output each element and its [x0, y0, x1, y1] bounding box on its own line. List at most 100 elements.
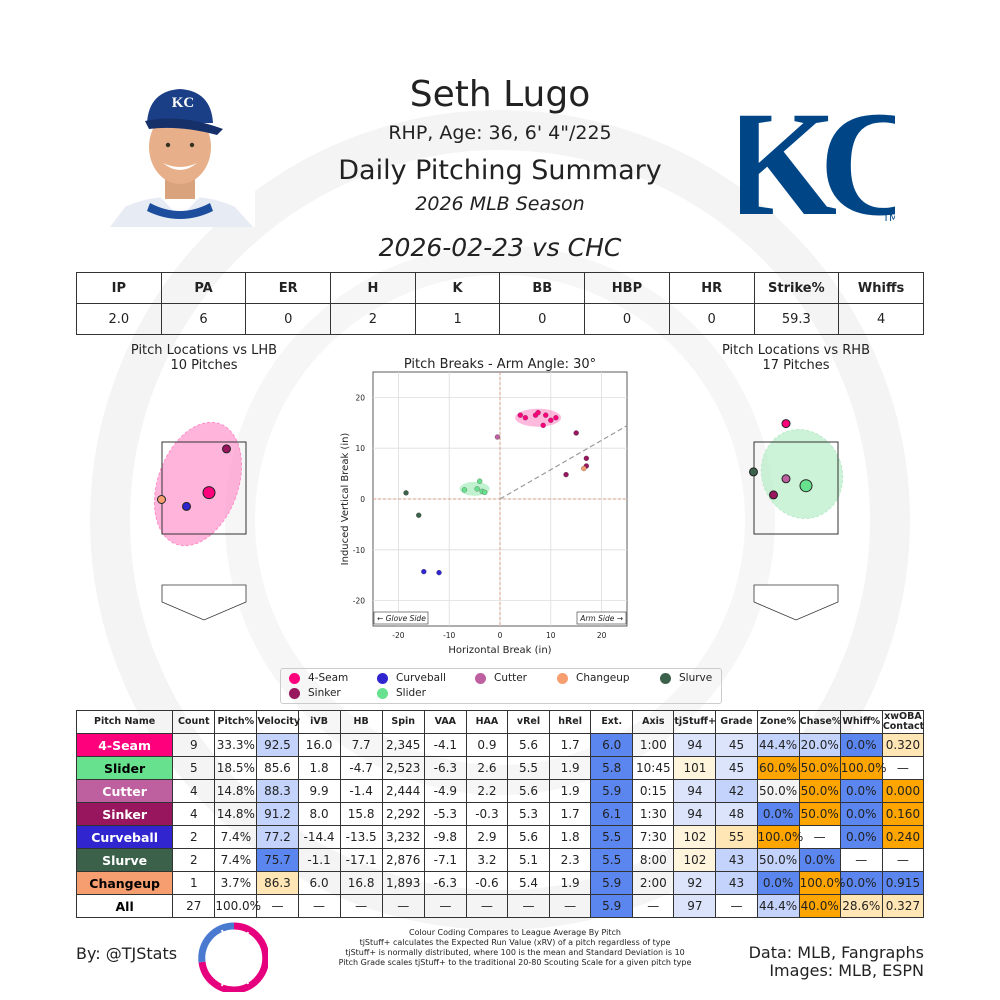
pitch-metric-cell: 88.3: [256, 779, 299, 803]
box-value: 0: [584, 303, 670, 335]
pitch-metric-cell: 50.0%: [756, 779, 800, 803]
pitch-name-cell: All: [75, 894, 174, 918]
pitch-metric-cell: 2.6: [465, 756, 508, 780]
pitch-metric-cell: 85.6: [256, 756, 299, 780]
pitch-metric-cell: 100.0%: [214, 894, 261, 918]
location-point-4seam: [781, 419, 791, 429]
pitch-metric-cell: 20.0%: [798, 733, 841, 757]
pitch-metric-cell: -7.1: [423, 848, 467, 872]
pitch-metric-cell: 7.4%: [214, 848, 258, 872]
pitch-table-header: Velocity: [256, 710, 300, 734]
legend-item-4seam: 4-Seam: [289, 672, 348, 684]
pitch-metric-cell: 50.0%: [798, 756, 841, 780]
box-score-table: IP PA ER H K BB HBP HR Strike% Whiffs 2.…: [76, 272, 924, 335]
pitch-metric-cell: -5.3: [423, 802, 467, 826]
pitch-metric-cell: 55: [715, 825, 758, 849]
pitch-row: Slider 5 18.5% 85.6 1.8 -4.7 2,523 -6.3 2.6 5.5 1.…: [75, 756, 925, 780]
box-header: ER: [245, 272, 332, 304]
pitch-metric-cell: 2,523: [381, 756, 425, 780]
break-point-4seam: [543, 412, 549, 418]
glove-side-box: [373, 611, 429, 625]
report-title: Daily Pitching Summary: [338, 155, 662, 186]
pitch-metric-cell: 9: [172, 733, 216, 757]
pitch-metric-cell: 40.0%: [798, 894, 841, 918]
legend-label: Slurve: [679, 672, 713, 684]
pitch-table-header: Pitch%: [214, 710, 258, 734]
pitch-metric-cell: 16.8: [339, 871, 383, 895]
pitch-metric-cell: 1.7: [549, 802, 592, 826]
pitch-metric-cell: 97: [673, 894, 717, 918]
box-value: 0: [499, 303, 586, 335]
pitch-row: Changeup 1 3.7% 86.3 6.0 16.8 1,893 -6.3 -0.6 5.4…: [75, 871, 925, 895]
break-point-4seam: [548, 417, 554, 423]
arm-side-label: Arm Side →: [579, 614, 623, 623]
team-logo: KC TM: [740, 82, 895, 227]
pitch-table-header: xwOBA Contact: [881, 710, 925, 734]
legend-dot: [660, 672, 671, 684]
break-point-slurve: [403, 490, 409, 496]
pitch-metric-cell: 5.6: [506, 779, 551, 803]
break-point-4seam: [522, 415, 529, 421]
pitch-row: Slurve 2 7.4% 75.7 -1.1 -17.1 2,876 -7.1 3.2 5.1 2…: [75, 848, 925, 872]
y-tick-label: -20: [353, 597, 365, 606]
pitch-metric-cell: 50.0%: [756, 848, 800, 872]
box-header: H: [330, 272, 416, 304]
pitch-metric-cell: 75.7: [256, 848, 299, 872]
pitch-metric-cell: -1.4: [339, 779, 383, 803]
box-value: 2: [330, 303, 416, 335]
pitch-metric-cell: 5.9: [590, 871, 634, 895]
x-tick-label: 10: [546, 631, 556, 640]
box-header: Strike%: [753, 272, 840, 304]
pitch-metric-cell: 102: [673, 848, 717, 872]
pitch-metric-cell: 8:00: [632, 848, 675, 872]
legend-label: Curveball: [396, 672, 446, 684]
data-sources: Data: MLB, Fangraphs Images: MLB, ESPN: [700, 944, 924, 980]
pitch-metric-cell: 0.0%: [756, 871, 800, 895]
pitch-metric-cell: -9.8: [423, 825, 467, 849]
game-label: 2026-02-23 vs CHC: [378, 233, 622, 262]
pitch-metric-cell: 5.6: [506, 825, 551, 849]
pitch-metric-cell: 1:00: [632, 733, 675, 757]
pitch-metric-cell: 2.3: [549, 848, 592, 872]
pitch-metric-cell: 2,876: [381, 848, 425, 872]
footnotes: Colour Coding Compares to League Average…: [300, 928, 730, 968]
rhb-count: 17 Pitches: [762, 358, 830, 373]
pitch-metric-cell: 94: [673, 733, 717, 757]
pitch-metric-cell: 50.0%: [798, 802, 841, 826]
pitch-metric-cell: 0.0%: [756, 802, 800, 826]
pitch-metric-cell: 14.8%: [214, 802, 258, 826]
pitch-table-header: iVB: [297, 710, 341, 734]
pitch-row: All 27 100.0% — — — — — — — —5.9—97—44.4% 40.0% 28.6…: [75, 894, 925, 918]
pitch-name-cell: 4-Seam: [75, 733, 174, 757]
break-point-slider: [482, 489, 488, 496]
glove-side-label: ← Glove Side: [377, 614, 426, 623]
pitch-metric-cell: 45: [715, 733, 758, 757]
pitch-metric-cell: 1.9: [549, 779, 592, 803]
pitch-metric-cell: 2.2: [465, 779, 508, 803]
pitch-metric-cell: 5: [172, 756, 216, 780]
pitch-metric-cell: 3,232: [381, 825, 425, 849]
pitch-metric-cell: —: [465, 894, 508, 918]
y-tick-label: 20: [355, 393, 365, 402]
pitch-metric-cell: -4.9: [423, 779, 467, 803]
pitch-metric-cell: 2:00: [632, 871, 675, 895]
legend-item-changeup: Changeup: [557, 672, 630, 684]
pitch-name-cell: Curveball: [75, 825, 174, 849]
box-value: 2.0: [76, 303, 162, 335]
pitch-metric-cell: 16.0: [297, 733, 341, 757]
legend-label: Cutter: [494, 672, 527, 684]
location-point-slider: [799, 479, 813, 493]
pitch-metric-cell: 100.0%: [756, 825, 803, 849]
player-name: Seth Lugo: [409, 74, 591, 115]
pitch-metric-cell: 5.8: [590, 756, 634, 780]
player-bio: RHP, Age: 36, 6' 4"/225: [388, 122, 612, 144]
pitch-metric-cell: -0.6: [465, 871, 508, 895]
pitch-break-chart: -20 -10 0 10 20 -20 -10 0 10 20 Horizontal Break …: [340, 371, 628, 656]
legend-dot: [557, 672, 568, 684]
pitch-row: Sinker 4 14.8% 91.2 8.0 15.8 2,292 -5.3 -0.3 5.3 1…: [75, 802, 925, 826]
pitch-metric-cell: -4.7: [339, 756, 383, 780]
pitch-table-header: HAA: [465, 710, 508, 734]
pitch-metric-cell: 5.9: [590, 779, 634, 803]
legend-dot: [377, 672, 388, 684]
pitch-metric-cell: 43: [715, 871, 758, 895]
